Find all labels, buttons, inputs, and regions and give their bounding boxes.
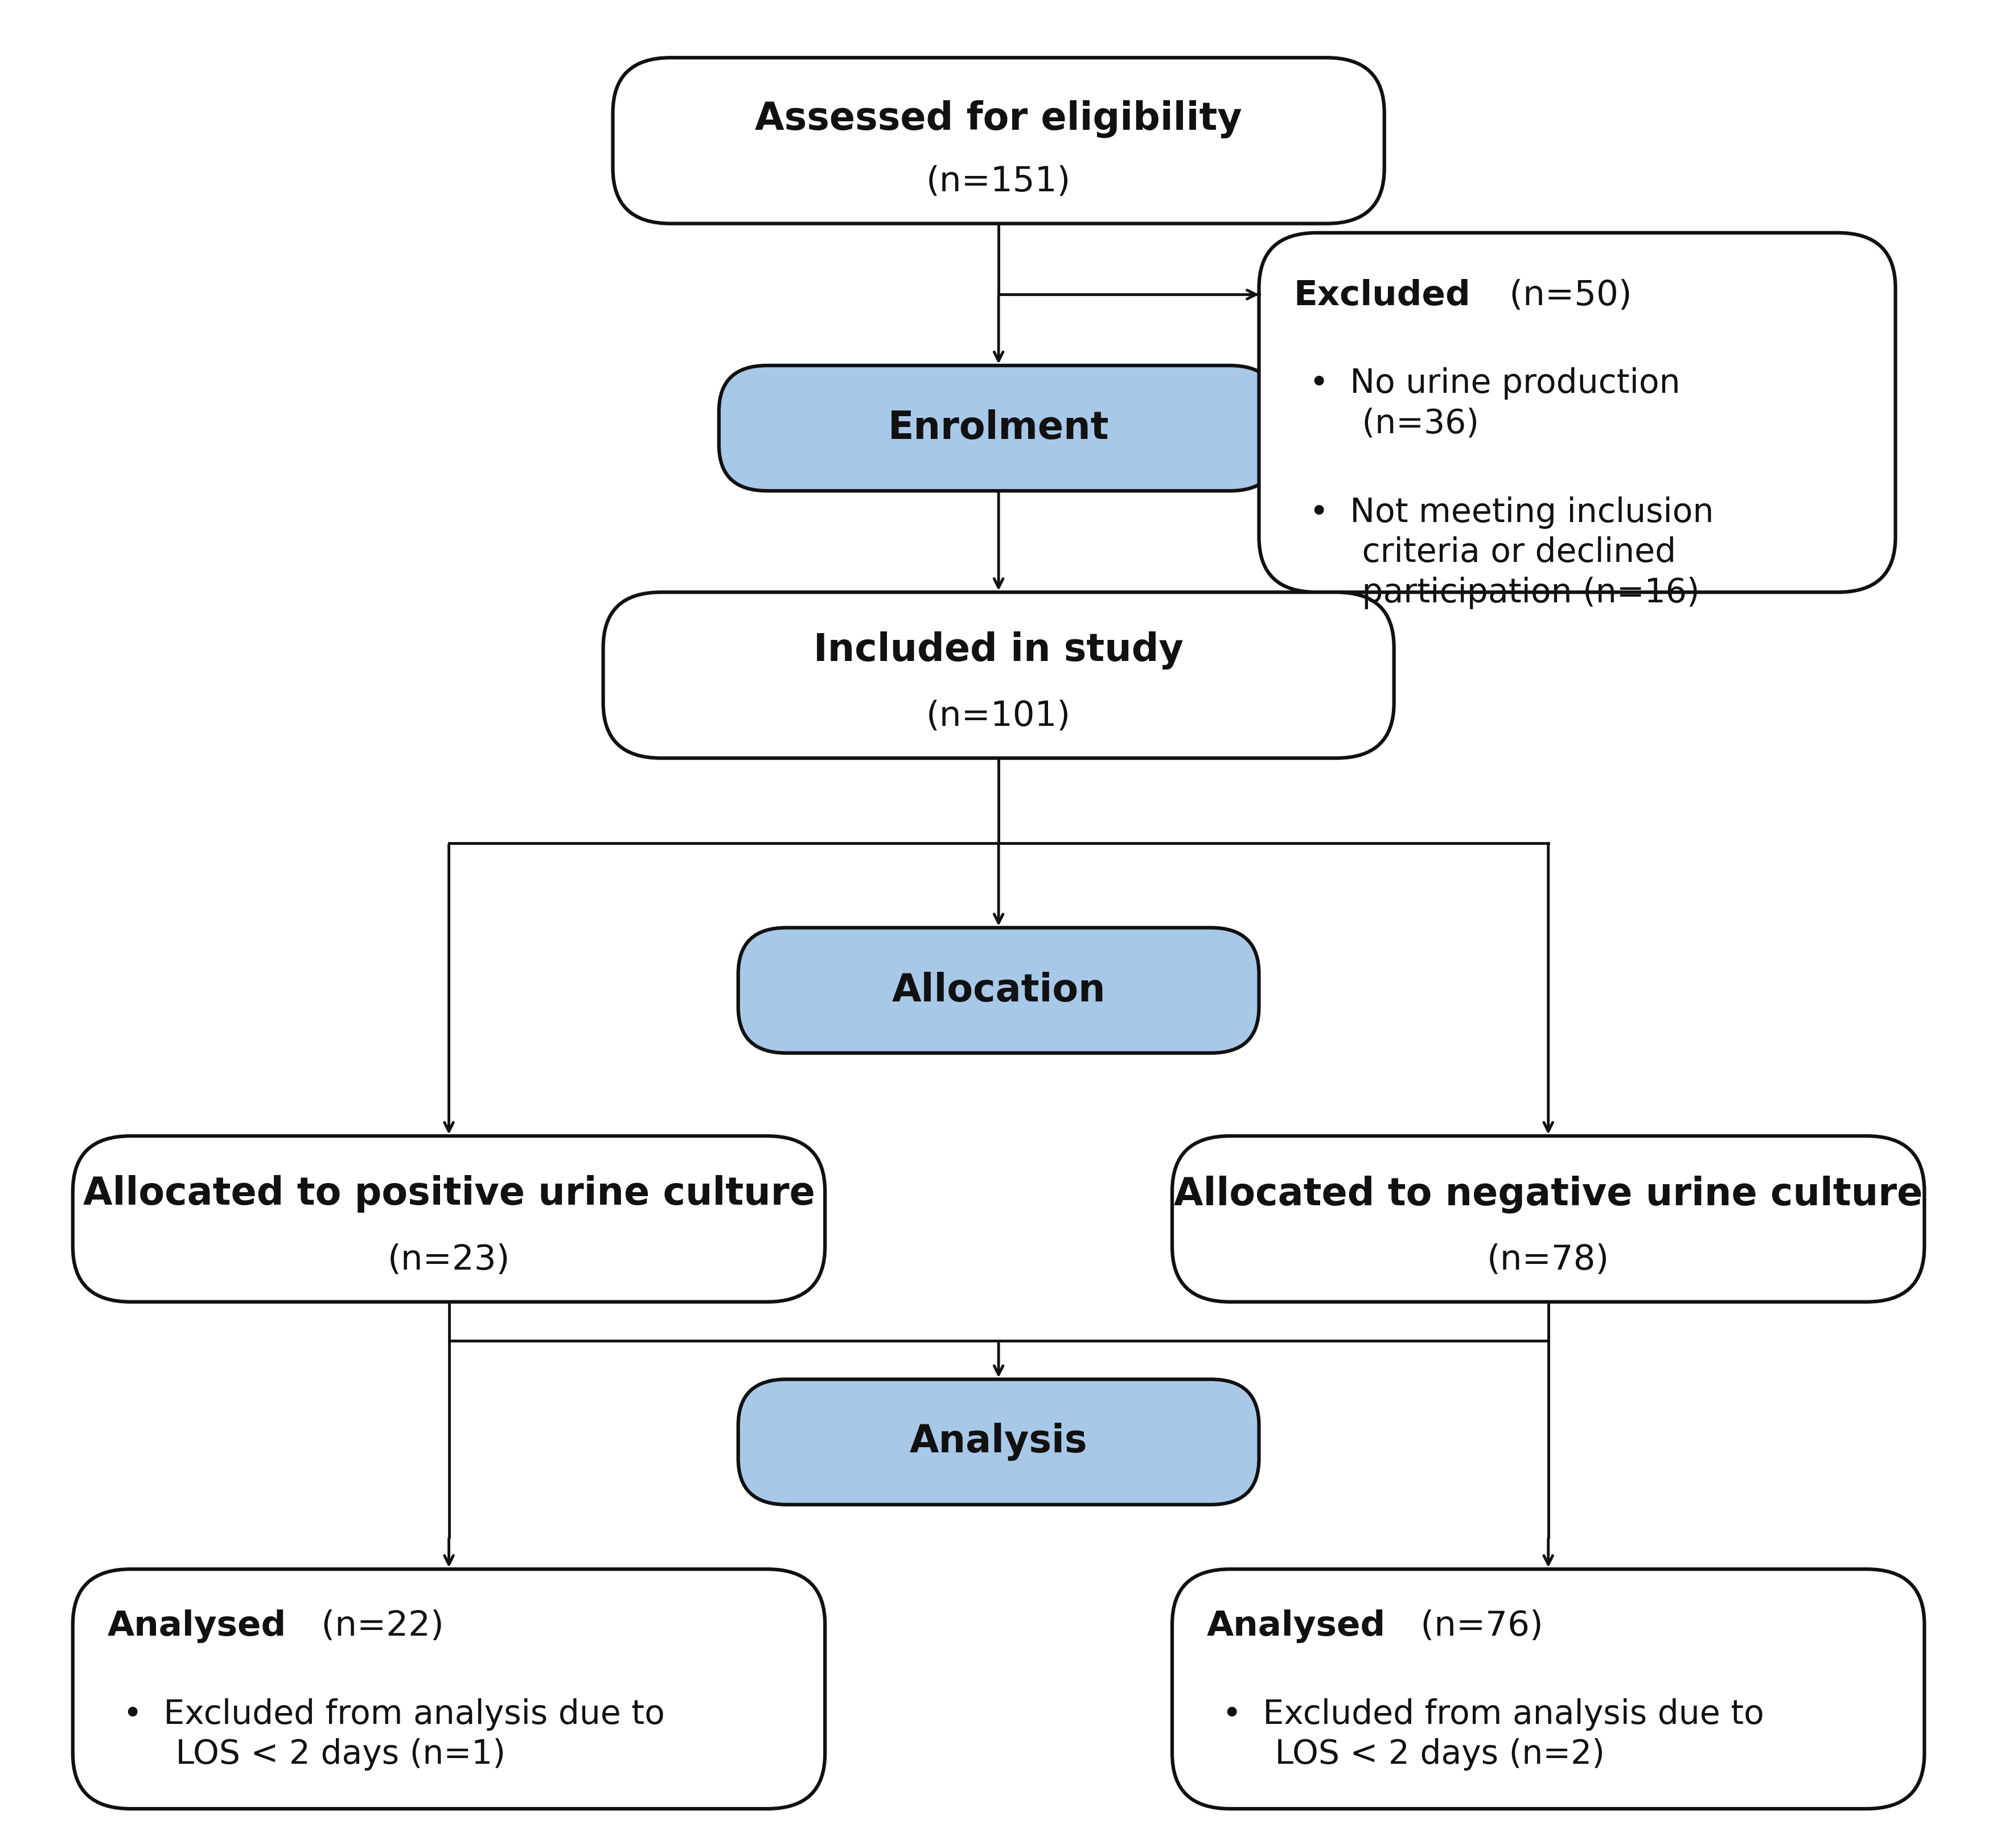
Text: Analysed: Analysed (1207, 1610, 1385, 1643)
Text: Analysis: Analysis (910, 1423, 1087, 1462)
FancyBboxPatch shape (1171, 1137, 1925, 1301)
Text: Enrolment: Enrolment (888, 410, 1109, 447)
FancyBboxPatch shape (738, 1379, 1259, 1504)
Text: (n=101): (n=101) (926, 700, 1071, 734)
Text: Allocation: Allocation (892, 972, 1105, 1009)
Text: (n=23): (n=23) (387, 1244, 509, 1277)
Text: Analysed: Analysed (108, 1610, 287, 1643)
FancyBboxPatch shape (1259, 233, 1895, 591)
Text: (n=50): (n=50) (1498, 279, 1632, 312)
Text: •  Not meeting inclusion
     criteria or declined
     participation (n=16): • Not meeting inclusion criteria or decl… (1309, 497, 1712, 610)
Text: (n=22): (n=22) (311, 1610, 443, 1643)
FancyBboxPatch shape (72, 1569, 824, 1809)
Text: Included in study: Included in study (814, 632, 1183, 669)
Text: Assessed for eligibility: Assessed for eligibility (754, 100, 1241, 139)
Text: Allocated to negative urine culture: Allocated to negative urine culture (1173, 1175, 1923, 1212)
FancyBboxPatch shape (738, 928, 1259, 1053)
Text: •  Excluded from analysis due to
     LOS < 2 days (n=2): • Excluded from analysis due to LOS < 2 … (1221, 1698, 1764, 1770)
Text: •  Excluded from analysis due to
     LOS < 2 days (n=1): • Excluded from analysis due to LOS < 2 … (122, 1698, 664, 1770)
Text: Excluded: Excluded (1293, 279, 1470, 312)
FancyBboxPatch shape (604, 591, 1393, 758)
Text: •  No urine production
     (n=36): • No urine production (n=36) (1309, 368, 1680, 440)
FancyBboxPatch shape (614, 57, 1383, 224)
Text: (n=78): (n=78) (1486, 1244, 1610, 1277)
Text: Allocated to positive urine culture: Allocated to positive urine culture (82, 1175, 814, 1212)
FancyBboxPatch shape (1171, 1569, 1925, 1809)
Text: (n=76): (n=76) (1410, 1610, 1542, 1643)
Text: (n=151): (n=151) (926, 164, 1071, 200)
FancyBboxPatch shape (718, 366, 1277, 492)
FancyBboxPatch shape (72, 1137, 824, 1301)
